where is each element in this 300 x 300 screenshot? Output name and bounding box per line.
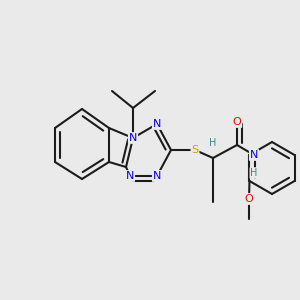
Text: N: N bbox=[153, 119, 161, 129]
Text: N: N bbox=[250, 150, 258, 160]
Text: H: H bbox=[209, 138, 217, 148]
Text: H: H bbox=[250, 168, 258, 178]
Text: S: S bbox=[191, 145, 199, 155]
Text: N: N bbox=[129, 133, 137, 143]
Text: O: O bbox=[232, 117, 242, 127]
Text: N: N bbox=[153, 171, 161, 181]
Text: N: N bbox=[126, 171, 134, 181]
Text: O: O bbox=[244, 194, 253, 204]
